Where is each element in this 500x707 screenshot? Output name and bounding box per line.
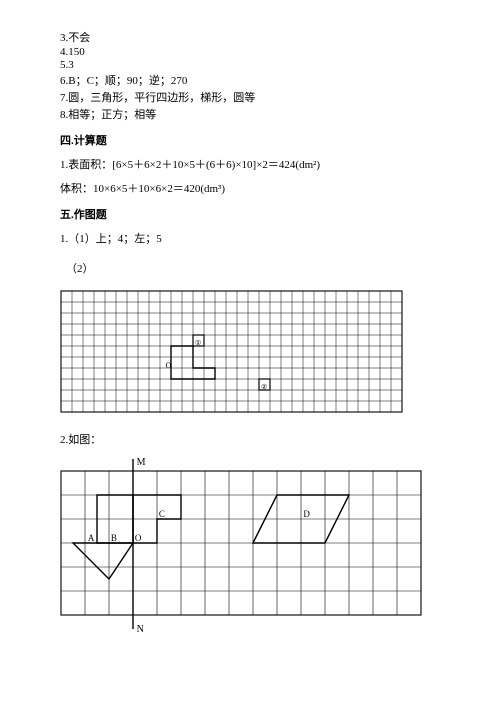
svg-text:D: D xyxy=(303,509,310,519)
answer-8: 8.相等；正方；相等 xyxy=(60,106,440,122)
svg-text:B: B xyxy=(111,533,117,543)
figure-1: O ① ② xyxy=(60,290,440,413)
svg-text:C: C xyxy=(159,509,165,519)
svg-text:A: A xyxy=(88,533,95,543)
svg-text:M: M xyxy=(137,457,146,468)
draw-q1-1: 1.（1）上；4；左；5 xyxy=(60,230,440,246)
svg-text:O: O xyxy=(166,361,172,370)
svg-text:O: O xyxy=(135,533,142,543)
answer-3: 3.不会 xyxy=(60,29,440,45)
answer-4: 4.150 xyxy=(60,46,440,58)
calc-q1-surface: 1.表面积：[6×5＋6×2＋10×5＋(6＋6)×10]×2＝424(dm²) xyxy=(60,156,440,172)
answer-7: 7.圆，三角形，平行四边形，梯形，圆等 xyxy=(60,89,440,105)
draw-q2: 2.如图： xyxy=(60,431,440,447)
svg-text:①: ① xyxy=(195,339,201,347)
figure-2: M N A B O C D xyxy=(60,457,440,633)
answer-6: 6.B；C；顺；90；逆；270 xyxy=(60,72,440,88)
svg-text:N: N xyxy=(137,624,144,633)
answer-5: 5.3 xyxy=(60,59,440,71)
svg-text:②: ② xyxy=(261,383,267,391)
draw-q1-2: （2） xyxy=(66,260,440,276)
section-5-title: 五.作图题 xyxy=(60,206,440,222)
section-4-title: 四.计算题 xyxy=(60,132,440,148)
calc-q1-volume: 体积：10×6×5＋10×6×2＝420(dm³) xyxy=(60,180,440,196)
